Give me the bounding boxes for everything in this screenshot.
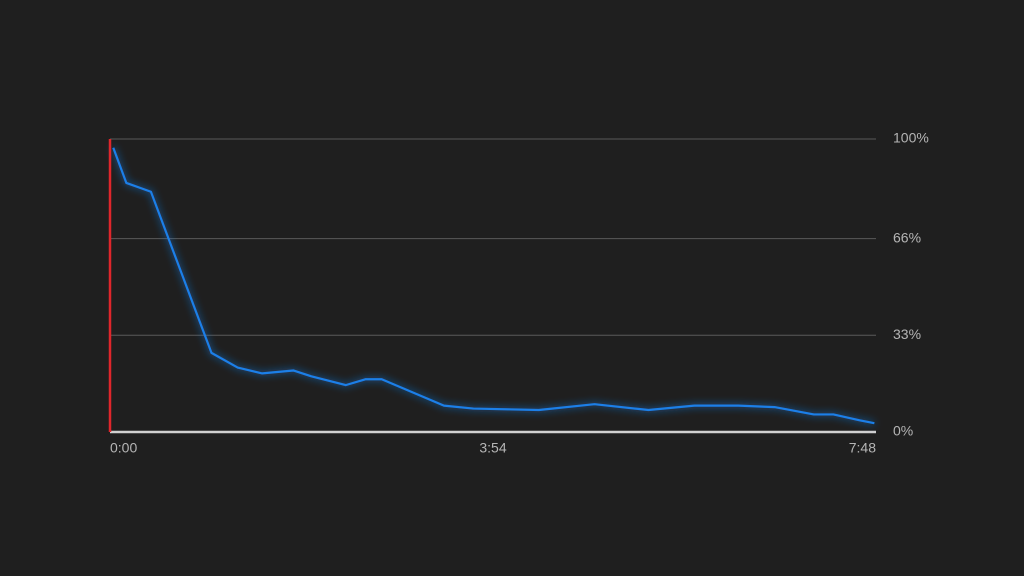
y-tick-label: 66% xyxy=(893,229,921,245)
x-tick-label: 7:48 xyxy=(849,440,876,456)
x-tick-label: 0:00 xyxy=(110,440,137,456)
y-tick-label: 0% xyxy=(893,423,913,439)
y-tick-label: 100% xyxy=(893,130,929,146)
x-tick-label: 3:54 xyxy=(479,440,506,456)
y-tick-label: 33% xyxy=(893,326,921,342)
retention-line xyxy=(112,147,875,425)
